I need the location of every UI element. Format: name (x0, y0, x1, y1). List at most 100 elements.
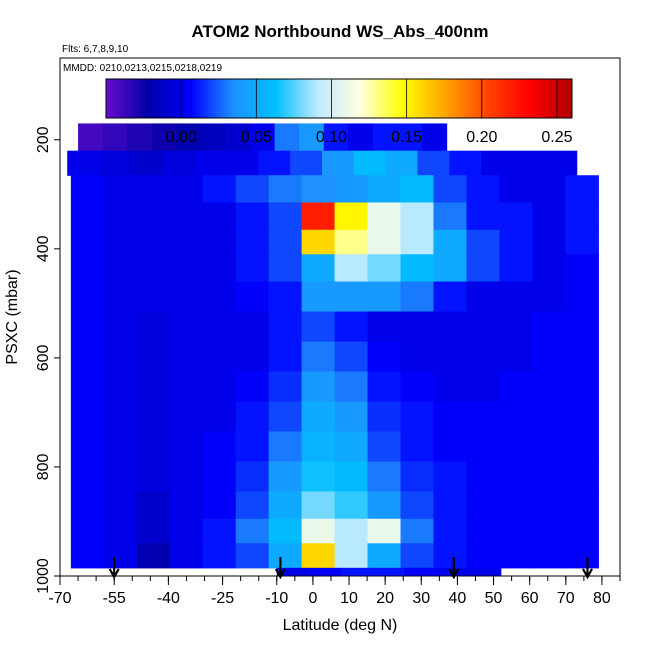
heat-cell (70, 175, 105, 204)
heat-cell (268, 543, 303, 569)
heat-cell (169, 491, 204, 520)
heat-cell (268, 281, 303, 313)
heat-cell (103, 401, 138, 433)
heat-cell (102, 123, 128, 152)
heat-cell (268, 229, 303, 255)
heat-cell (301, 491, 336, 520)
heat-cell (169, 518, 204, 544)
heat-cell (176, 123, 202, 152)
heat-cell (466, 371, 501, 403)
colorbar-tick-label: 0.00 (166, 129, 197, 146)
x-tick-label: 20 (376, 590, 394, 607)
flight-marker-arrow (582, 557, 593, 580)
heat-cell (565, 281, 599, 313)
heat-cell (532, 518, 566, 544)
heat-cell (268, 371, 303, 403)
x-axis-label: Latitude (deg N) (283, 617, 398, 634)
heat-cell (532, 254, 566, 283)
heat-cell (532, 371, 566, 403)
heat-cell (70, 431, 105, 463)
heat-cell (202, 175, 237, 204)
heat-cell (70, 281, 105, 313)
heat-cell (499, 431, 533, 463)
heat-cell (268, 175, 303, 204)
heat-cell (400, 175, 435, 204)
heat-cell (400, 311, 435, 343)
heat-cell (136, 431, 171, 463)
heat-cell (268, 202, 303, 231)
heat-cell (499, 401, 533, 433)
flight-marker-arrow (108, 557, 120, 580)
x-tick-label: -40 (157, 590, 180, 607)
heat-cell (169, 543, 204, 569)
heat-cell (466, 491, 501, 520)
heat-cell (99, 150, 132, 176)
heat-cell (202, 254, 237, 283)
heat-cell (433, 175, 468, 204)
x-tick-label: -55 (103, 590, 126, 607)
y-tick-label: 200 (35, 126, 52, 153)
heat-cell (433, 202, 468, 231)
heat-cell (466, 281, 501, 313)
flights-note: Flts: 6,7,8,9,10 (62, 44, 129, 55)
heat-cell (301, 254, 336, 283)
heat-cell (235, 341, 270, 373)
heat-cell (334, 311, 369, 343)
heat-cell (367, 401, 402, 433)
heat-cell (334, 543, 369, 569)
heat-cell (136, 491, 171, 520)
heat-cell (544, 150, 578, 176)
heat-cell (340, 567, 374, 576)
colorbar-tick-label: 0.20 (466, 129, 497, 146)
heat-cell (169, 461, 204, 493)
y-tick-label: 600 (35, 344, 52, 371)
heat-cell (151, 123, 177, 152)
flight-marker-arrow (448, 557, 460, 580)
heat-cell (334, 461, 369, 493)
heat-cell (565, 311, 599, 343)
heat-cell (169, 341, 204, 373)
heat-cell (136, 175, 171, 204)
heat-cell (499, 254, 533, 283)
heat-cell (466, 518, 501, 544)
heat-cell (466, 401, 501, 433)
heat-cell (565, 491, 599, 520)
heat-cell (235, 461, 270, 493)
heat-cell (103, 254, 138, 283)
heat-cell (136, 371, 171, 403)
heat-cell (532, 461, 566, 493)
heat-cell (532, 202, 566, 231)
heat-cell (301, 202, 336, 231)
y-tick-label: 1000 (35, 558, 52, 594)
heat-cell (235, 431, 270, 463)
colorbar-tick-label: 0.05 (241, 129, 272, 146)
heat-cell (400, 281, 435, 313)
heat-cell (301, 461, 336, 493)
heat-cell (70, 461, 105, 493)
x-tick-label: 50 (485, 590, 503, 607)
heat-cell (367, 311, 402, 343)
heat-cell (499, 202, 533, 231)
heat-cell (67, 150, 100, 176)
heat-cell (367, 254, 402, 283)
heat-cell (565, 229, 599, 255)
heat-cell (136, 311, 171, 343)
heat-cell (136, 254, 171, 283)
heat-cell (565, 543, 599, 569)
heat-cell (367, 518, 402, 544)
heat-cell (136, 341, 171, 373)
heat-cell (274, 123, 300, 152)
heat-cell (433, 431, 468, 463)
heat-cell (103, 229, 138, 255)
heat-cell (532, 401, 566, 433)
heat-cell (512, 150, 546, 176)
heat-cell (200, 123, 227, 152)
heat-cell (103, 371, 138, 403)
colorbar-tick-label: 0.15 (391, 129, 422, 146)
heat-cell (194, 150, 228, 176)
heat-cell (235, 281, 270, 313)
heat-cell (169, 431, 204, 463)
heat-cell (400, 461, 435, 493)
heat-cell (532, 229, 566, 255)
